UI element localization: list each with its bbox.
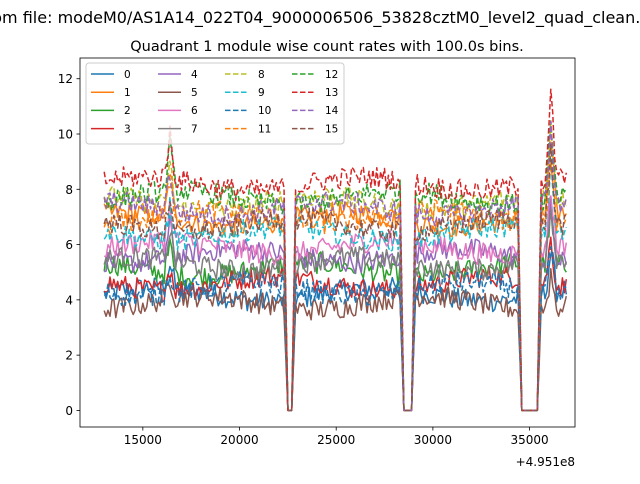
legend-label-10: 10	[258, 105, 271, 117]
y-tick-label: 2	[65, 349, 73, 363]
legend-label-6: 6	[191, 105, 198, 117]
y-tick-label: 12	[58, 72, 73, 86]
series-line-14	[103, 120, 568, 412]
y-tick-label: 0	[65, 404, 73, 418]
y-tick-label: 4	[65, 293, 73, 307]
legend-label-2: 2	[124, 105, 131, 117]
x-tick-label: 35000	[510, 433, 548, 447]
x-tick-label: 25000	[317, 433, 355, 447]
series-line-9	[103, 156, 568, 412]
legend-label-9: 9	[258, 87, 265, 99]
legend-label-4: 4	[191, 69, 198, 81]
legend-label-3: 3	[124, 123, 131, 135]
series-line-6	[104, 195, 568, 412]
legend-label-0: 0	[124, 69, 131, 81]
x-offset-label: +4.951e8	[516, 455, 575, 469]
figure-suptitle: From file: modeM0/AS1A14_022T04_90000065…	[0, 8, 640, 27]
legend-label-1: 1	[124, 87, 131, 99]
legend-box	[85, 62, 345, 145]
series-line-8	[103, 119, 567, 412]
legend-label-14: 14	[325, 105, 339, 117]
legend-label-11: 11	[258, 123, 271, 135]
legend-label-5: 5	[191, 87, 198, 99]
legend-label-8: 8	[258, 69, 265, 81]
legend-label-13: 13	[325, 87, 338, 99]
y-tick-label: 10	[58, 128, 73, 142]
x-tick-label: 15000	[124, 433, 162, 447]
plot-lines	[103, 88, 568, 412]
series-line-10	[103, 245, 567, 412]
series-line-0	[103, 251, 568, 412]
series-line-13	[103, 88, 568, 412]
x-tick-label: 20000	[220, 433, 258, 447]
axes-frame	[79, 57, 576, 428]
y-tick-label: 6	[65, 238, 73, 252]
series-line-7	[103, 208, 568, 412]
legend-label-15: 15	[325, 123, 338, 135]
chart-title: Quadrant 1 module wise count rates with …	[130, 39, 524, 55]
y-tick-label: 8	[65, 183, 73, 197]
x-tick-label: 30000	[414, 433, 452, 447]
series-line-15	[103, 143, 567, 412]
legend-label-7: 7	[191, 123, 198, 135]
legend-label-12: 12	[325, 69, 338, 81]
